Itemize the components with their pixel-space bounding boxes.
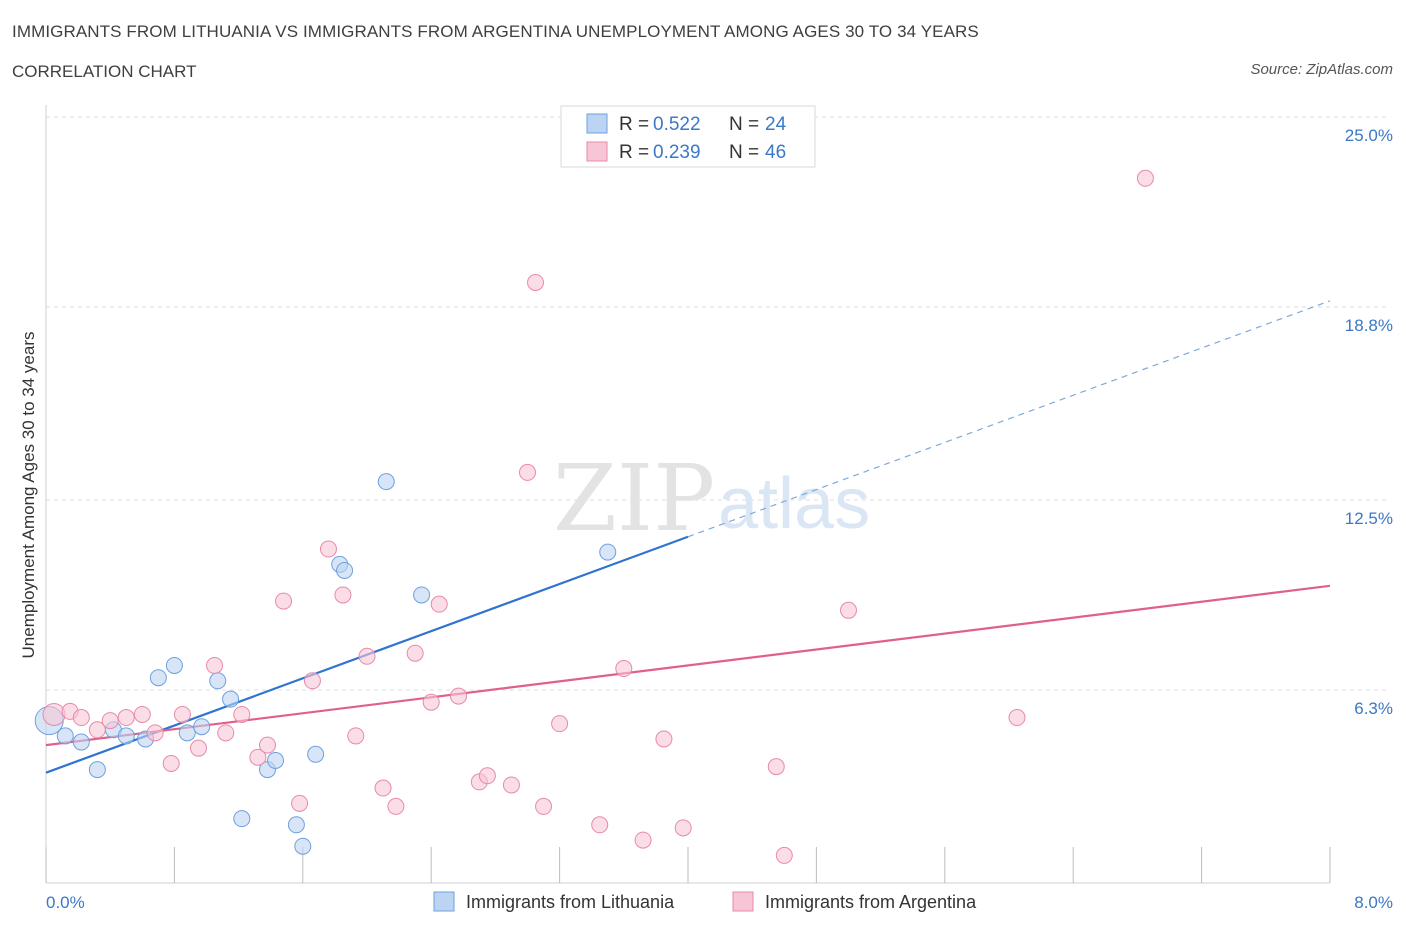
point-argentina-25 <box>406 644 424 662</box>
source-label: Source: ZipAtlas.com <box>1250 61 1393 78</box>
point-argentina-26 <box>422 693 440 711</box>
point-argentina-36 <box>591 816 609 834</box>
legend-n-label-2: N = <box>729 142 759 163</box>
legend-swatch-argentina <box>586 141 608 162</box>
point-argentina-27 <box>430 595 448 613</box>
point-lithuania-23 <box>599 543 617 561</box>
point-lithuania-12 <box>222 690 240 708</box>
point-lithuania-3 <box>88 761 106 779</box>
point-argentina-34 <box>535 797 553 815</box>
legend-n-value-1: 24 <box>765 114 787 135</box>
point-argentina-39 <box>655 730 673 748</box>
data-points <box>34 169 1154 864</box>
point-argentina-22 <box>358 647 376 665</box>
series-swatch-argentina <box>732 891 754 912</box>
point-lithuania-8 <box>165 656 183 674</box>
point-argentina-41 <box>767 758 785 776</box>
point-argentina-28 <box>449 687 467 705</box>
legend-n-label-1: N = <box>729 114 759 135</box>
point-argentina-33 <box>527 273 545 291</box>
point-argentina-31 <box>502 776 520 794</box>
point-lithuania-9 <box>178 724 196 742</box>
y-tick-label-0: 6.3% <box>1354 699 1393 718</box>
point-argentina-13 <box>233 705 251 723</box>
point-argentina-15 <box>258 736 276 754</box>
point-lithuania-11 <box>209 672 227 690</box>
series-label-argentina: Immigrants from Argentina <box>765 892 977 912</box>
point-argentina-44 <box>1008 709 1026 727</box>
point-argentina-40 <box>674 819 692 837</box>
point-argentina-43 <box>840 601 857 619</box>
point-argentina-16 <box>275 592 293 610</box>
legend-r-value-2: 0.239 <box>653 142 701 163</box>
point-argentina-35 <box>551 715 569 733</box>
chart-title: IMMIGRANTS FROM LITHUANIA VS IMMIGRANTS … <box>12 22 979 41</box>
axes <box>45 105 1331 884</box>
y-tick-labels: 6.3% 12.5% 18.8% 25.0% <box>1345 126 1393 718</box>
point-argentina-20 <box>334 586 352 604</box>
point-lithuania-5 <box>117 727 135 745</box>
y-tick-label-3: 25.0% <box>1345 126 1393 145</box>
point-lithuania-17 <box>294 837 312 855</box>
series-label-lithuania: Immigrants from Lithuania <box>466 892 675 912</box>
x-tick-label-1: 8.0% <box>1354 893 1393 912</box>
legend-n-value-2: 46 <box>765 142 786 163</box>
point-lithuania-13 <box>233 810 251 828</box>
point-lithuania-7 <box>149 669 167 687</box>
point-lithuania-1 <box>56 727 74 745</box>
trend-line-argentina <box>45 584 1331 747</box>
point-lithuania-15 <box>267 751 285 769</box>
correlation-legend: R = 0.522 N = 24 R = 0.239 N = 46 <box>560 105 816 168</box>
point-argentina-8 <box>162 755 180 773</box>
point-argentina-6 <box>133 705 151 723</box>
point-argentina-5 <box>117 709 135 727</box>
point-argentina-2 <box>72 709 90 727</box>
point-lithuania-10 <box>193 718 211 736</box>
point-argentina-37 <box>615 660 633 678</box>
legend-r-value-1: 0.522 <box>653 114 701 135</box>
point-lithuania-20 <box>336 561 354 579</box>
point-argentina-14 <box>249 748 267 766</box>
watermark-atlas: atlas <box>718 464 870 544</box>
watermark-zip: ZIP <box>553 445 715 552</box>
series-swatch-lithuania <box>433 891 455 912</box>
point-argentina-17 <box>291 794 309 812</box>
point-argentina-10 <box>189 739 207 757</box>
point-argentina-12 <box>217 724 235 742</box>
point-argentina-24 <box>387 797 405 815</box>
point-argentina-0 <box>42 702 66 726</box>
legend-r-label-1: R = <box>619 114 649 135</box>
x-tick-label-0: 0.0% <box>46 893 85 912</box>
point-lithuania-2 <box>72 733 90 751</box>
point-argentina-42 <box>775 846 793 864</box>
trend-line-lithuania-extension <box>687 300 1331 538</box>
point-argentina-45 <box>1136 169 1154 187</box>
point-argentina-19 <box>319 540 337 558</box>
point-argentina-32 <box>519 463 536 481</box>
legend-swatch-lithuania <box>586 113 608 134</box>
point-lithuania-16 <box>287 816 305 834</box>
point-argentina-3 <box>88 721 106 739</box>
legend-r-label-2: R = <box>619 142 649 163</box>
y-tick-label-1: 12.5% <box>1345 509 1393 528</box>
point-argentina-11 <box>206 656 224 674</box>
x-tick-labels: 0.0% 8.0% <box>46 893 1393 912</box>
point-argentina-21 <box>347 727 365 745</box>
point-lithuania-21 <box>377 473 395 491</box>
point-argentina-7 <box>146 724 164 742</box>
point-lithuania-18 <box>307 745 325 763</box>
point-argentina-23 <box>374 779 392 797</box>
point-argentina-38 <box>634 831 652 849</box>
series-legend: Immigrants from Lithuania Immigrants fro… <box>433 891 977 912</box>
chart-subtitle: CORRELATION CHART <box>12 62 197 81</box>
point-argentina-4 <box>101 712 119 730</box>
point-argentina-30 <box>478 767 496 785</box>
watermark: ZIP atlas <box>553 445 870 552</box>
y-tick-label-2: 18.8% <box>1345 316 1393 335</box>
point-argentina-18 <box>303 672 321 690</box>
point-argentina-9 <box>173 705 191 723</box>
y-axis-title: Unemployment Among Ages 30 to 34 years <box>19 332 38 659</box>
point-lithuania-22 <box>413 586 431 604</box>
